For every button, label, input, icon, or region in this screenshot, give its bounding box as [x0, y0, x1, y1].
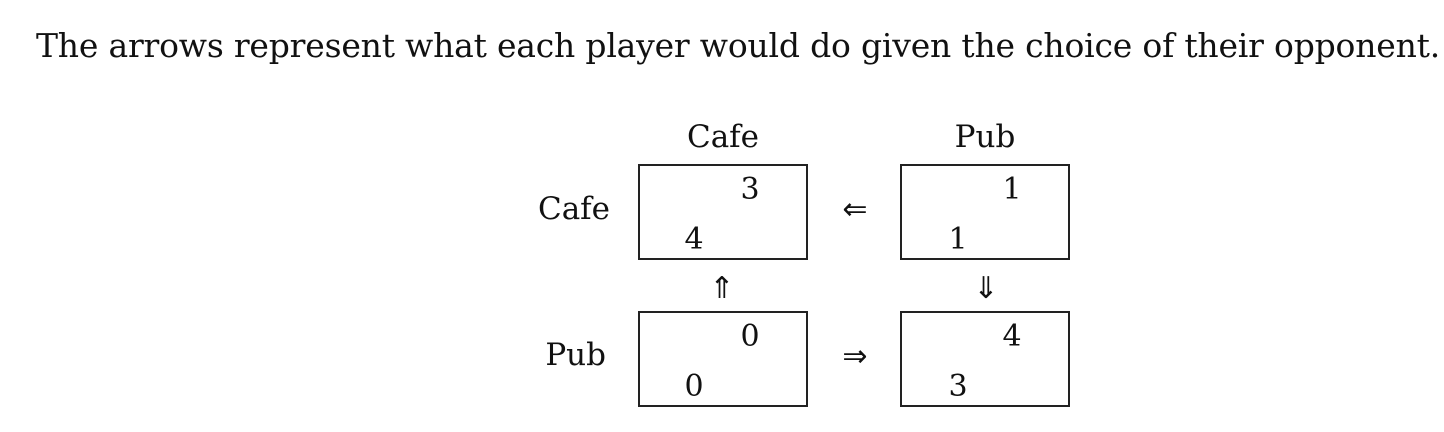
payoff-row-player: 4 [684, 222, 704, 257]
payoff-row-player: 3 [948, 369, 968, 404]
arrow-up-icon: ⇑ [709, 271, 735, 306]
payoff-col-player: 4 [1002, 319, 1022, 354]
arrow-down-icon: ⇓ [973, 271, 999, 306]
cell-cafe-cafe: 3 4 [638, 164, 808, 260]
arrow-right-icon: ⇒ [842, 339, 868, 374]
arrow-left-icon: ⇐ [842, 192, 868, 227]
column-label-pub: Pub [954, 119, 1016, 155]
row-label-pub: Pub [545, 337, 606, 373]
payoff-row-player: 1 [948, 222, 968, 257]
column-label-cafe: Cafe [686, 119, 760, 155]
payoff-col-player: 3 [740, 172, 760, 207]
caption-text: The arrows represent what each player wo… [36, 26, 1441, 65]
cell-cafe-pub: 1 1 [900, 164, 1070, 260]
row-label-cafe: Cafe [537, 191, 610, 227]
payoff-row-player: 0 [684, 369, 704, 404]
cell-pub-cafe: 0 0 [638, 311, 808, 407]
payoff-col-player: 0 [740, 319, 760, 354]
payoff-col-player: 1 [1002, 172, 1022, 207]
cell-pub-pub: 4 3 [900, 311, 1070, 407]
